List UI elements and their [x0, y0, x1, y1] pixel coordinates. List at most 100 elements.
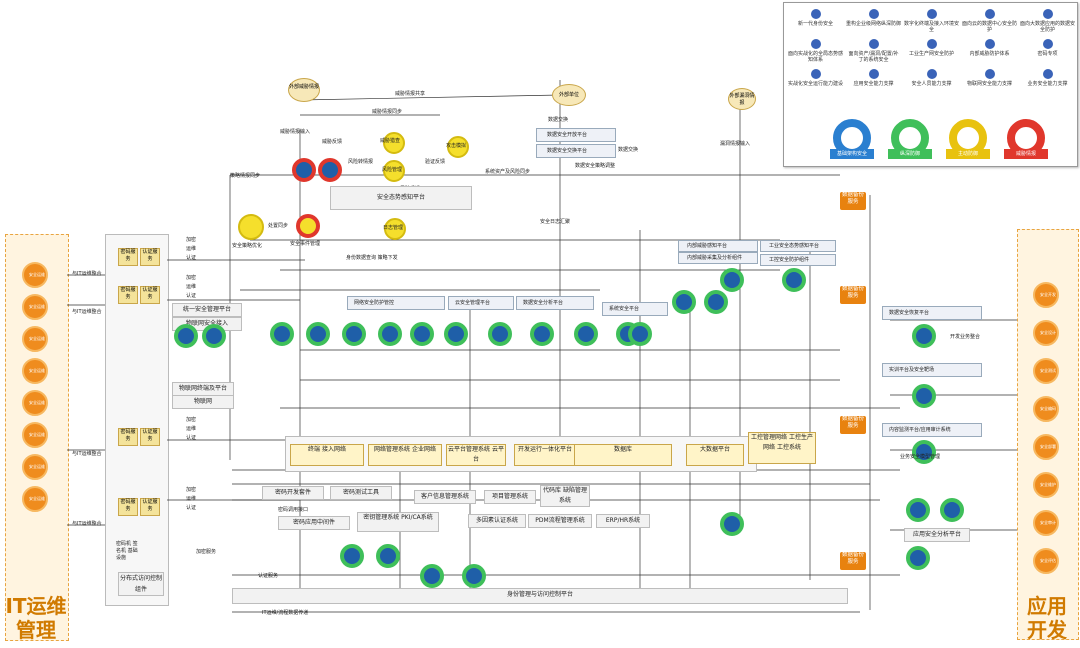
infra-block[interactable]: 大数据平台 — [686, 444, 744, 466]
left-gear-label: 安全运维 — [29, 304, 45, 309]
pki-system[interactable]: 密钥管理系统 PKI/CA系统 — [357, 512, 439, 532]
iot-platform[interactable]: 物联网终端及平台 — [172, 382, 234, 396]
app-security-platform[interactable]: 应用安全分析平台 — [904, 528, 970, 542]
data-recovery-platform[interactable]: 数据安全恢复平台 — [882, 306, 982, 320]
ring-node-icon — [444, 322, 468, 346]
infra-block[interactable]: 工控管理网络 工控生产网络 工控系统 — [748, 432, 816, 464]
internal-threat-component[interactable]: 内部威胁采集及分析组件 — [678, 252, 758, 264]
crypto-middleware[interactable]: 密码应用中间件 — [278, 516, 350, 530]
right-gear-label: 安全维护 — [1040, 482, 1056, 487]
crypto-suite[interactable]: 密码开发套件 — [262, 486, 324, 500]
data-open-platform[interactable]: 数据安全开放平台 — [536, 128, 616, 142]
left-service-note: 加密 — [186, 237, 197, 243]
legend-item: 面向云的数据中心安全防护 — [962, 9, 1017, 33]
iam-platform[interactable]: 统一安全管理平台 — [172, 303, 242, 317]
legend-item-label: 密码专项 — [1037, 51, 1058, 57]
ring-node-icon — [912, 440, 936, 464]
system-security-platform[interactable]: 系统安全平台 — [602, 302, 668, 316]
left-gear-icon: 安全运维 — [22, 422, 48, 448]
left-service-box[interactable]: 认证服务 — [140, 428, 160, 446]
terminal-icon — [926, 9, 937, 19]
strategy-sync-label: 策略情报同步 — [230, 173, 261, 179]
legend-ring-label: 纵深防御 — [888, 149, 932, 159]
data-backup-service[interactable]: 数据备份服务 — [840, 552, 866, 570]
left-service-box[interactable]: 认证服务 — [140, 286, 160, 304]
erp-system[interactable]: ERP/HR系统 — [596, 514, 650, 528]
network-icon — [868, 9, 879, 19]
right-gear-icon: 安全设计 — [1033, 320, 1059, 346]
factory-icon — [926, 39, 937, 49]
infra-block[interactable]: 开发运行一体化平台 — [514, 444, 576, 466]
infra-block[interactable]: 终端 接入网络 — [290, 444, 364, 466]
industrial-situation-platform[interactable]: 工业安全态势感知平台 — [760, 240, 836, 252]
internal-threat-platform[interactable]: 内部威胁感知平台 — [678, 240, 758, 252]
iot-net[interactable]: 物联网 — [172, 395, 234, 409]
code-lib-system[interactable]: 代码库 缺陷管理系统 — [540, 485, 590, 507]
left-gear-label: 安全运维 — [29, 432, 45, 437]
internal-audit-platform[interactable]: 内容监测平台/应用审计系统 — [882, 423, 982, 437]
threat-input-label: 威胁情报输入 — [280, 129, 311, 135]
legend-item-label: 数字化终端及接入环境安全 — [904, 21, 960, 33]
training-platform[interactable]: 实训平台及安全靶场 — [882, 363, 982, 377]
left-panel-title: IT运维 管理 — [5, 594, 67, 642]
left-service-box[interactable]: 密码服务 — [118, 286, 138, 304]
legend-item: 密码专项 — [1020, 39, 1075, 57]
legend-item: 实战化安全运行能力建设 — [788, 69, 843, 87]
auth-service-label: 认证服务 — [258, 573, 279, 579]
customer-info-system[interactable]: 客户信息管理系统 — [414, 490, 476, 504]
legend-item-label: 物联网安全能力支撑 — [966, 81, 1012, 87]
situation-platform[interactable]: 安全态势感知平台 — [330, 186, 472, 210]
lock-icon — [984, 39, 995, 49]
left-gear-label: 安全运维 — [29, 368, 45, 373]
ring-node-icon — [462, 564, 486, 588]
left-service-note: 运维 — [186, 284, 197, 290]
log-mgmt-label: 日志管理 — [383, 225, 404, 231]
project-mgmt-system[interactable]: 项目管理系统 — [484, 490, 536, 504]
data-analysis-platform[interactable]: 数据安全分析平台 — [516, 296, 594, 310]
external-unit-node: 外部单位 — [552, 84, 586, 106]
infra-block[interactable]: 数据库 — [574, 444, 672, 466]
left-service-box[interactable]: 认证服务 — [140, 498, 160, 516]
it-link-label: 与IT运维整合 — [72, 521, 102, 527]
identity-platform[interactable]: 身份管理与访问控制平台 — [232, 588, 848, 604]
data-backup-service[interactable]: 数据备份服务 — [840, 416, 866, 434]
ring-node-icon — [906, 546, 930, 570]
left-service-box[interactable]: 密码服务 — [118, 428, 138, 446]
crypto-test[interactable]: 密码测试工具 — [330, 486, 392, 500]
key-icon — [1042, 39, 1053, 49]
left-service-box[interactable]: 密码服务 — [118, 498, 138, 516]
red-ring-2 — [318, 158, 342, 182]
data-backup-service[interactable]: 数据备份服务 — [840, 192, 866, 210]
data-backup-service[interactable]: 数据备份服务 — [840, 286, 866, 304]
industrial-component[interactable]: 工控安全防护组件 — [760, 254, 836, 266]
data-exchange-label: 数据交换 — [548, 117, 569, 123]
legend-item-label: 实战化安全运行能力建设 — [788, 81, 844, 87]
dev-integration-label: 开发业务整合 — [950, 334, 981, 340]
right-gear-label: 安全设计 — [1040, 330, 1056, 335]
crypto-service-label: 加密服务 — [196, 549, 217, 555]
distributed-access-component[interactable]: 分布式访问控制组件 — [118, 572, 164, 596]
security-strategy-label: 安全策略优化 — [232, 243, 263, 249]
it-link-label: 与IT运维整合 — [72, 271, 102, 277]
single-signon-system[interactable]: 多因素认证系统 — [468, 514, 526, 528]
left-service-box[interactable]: 密码服务 — [118, 248, 138, 266]
legend-item-label: 安全人员能力支撑 — [911, 81, 952, 87]
left-service-note: 运维 — [186, 496, 197, 502]
pdm-system[interactable]: PDM流程管理系统 — [528, 514, 592, 528]
data-exchange-platform[interactable]: 数据安全交换平台 — [536, 144, 616, 158]
risk-mgmt-node — [383, 160, 405, 182]
ring-node-icon — [342, 322, 366, 346]
log-mgmt-node — [384, 218, 406, 240]
ring-node-icon — [202, 324, 226, 348]
left-gear-label: 安全运维 — [29, 496, 45, 501]
cloud-platform[interactable]: 云安全管理平台 — [448, 296, 514, 310]
left-gear-icon: 安全运维 — [22, 294, 48, 320]
ring-node-icon — [376, 544, 400, 568]
it-link-label: 与IT运维整合 — [72, 451, 102, 457]
network-security-platform[interactable]: 网络安全防护管控 — [347, 296, 445, 310]
infra-block[interactable]: 网络管理系统 企业网络 — [368, 444, 442, 466]
left-service-box[interactable]: 认证服务 — [140, 248, 160, 266]
legend-item: 面向资产/漏洞/配置/补丁的系统安全 — [846, 39, 901, 63]
processing-sync-label: 处置同步 — [268, 223, 289, 229]
infra-block[interactable]: 云平台管理系统 云平台 — [446, 444, 506, 466]
